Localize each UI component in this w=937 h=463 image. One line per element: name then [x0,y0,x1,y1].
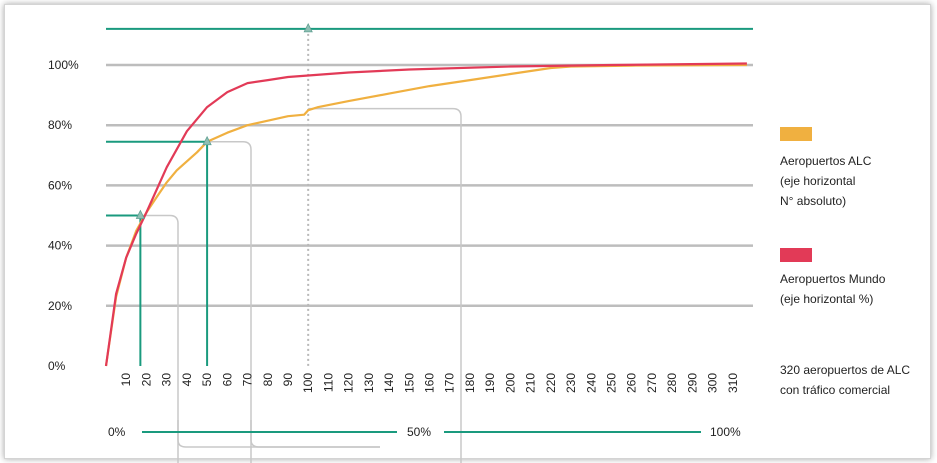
x-tick-label: 160 [423,373,437,393]
guide-connector-bottom-2 [250,420,380,448]
marker-3 [303,22,313,33]
x-tick-label: 180 [463,373,477,393]
legend-swatch-alc [780,127,812,141]
x-tick-label: 270 [645,373,659,393]
legend: Aeropuertos ALC (eje horizontal N° absol… [780,127,913,397]
x-tick-label: 140 [382,373,396,393]
x-tick-label: 60 [220,373,234,387]
x-tick-label: 170 [443,373,457,393]
x-tick-label: 210 [524,373,538,393]
x-tick-label: 80 [261,373,275,387]
x-tick-label: 30 [160,373,174,387]
x-tick-label: 50 [200,373,214,387]
series-line-alc [104,63,747,367]
markers [135,22,313,219]
x-tick-label: 70 [241,373,255,387]
percent-label-50: 50% [407,425,431,439]
x-tick-label: 220 [544,373,558,393]
y-tick-label: 20% [48,299,72,313]
y-tick-label: 80% [48,118,72,132]
y-tick-labels: 0% 20% 40% 60% 80% 100% [48,58,79,373]
x-tick-label: 150 [402,373,416,393]
legend-swatch-mundo [780,248,812,262]
x-tick-label: 250 [604,373,618,393]
y-tick-label: 40% [48,239,72,253]
x-tick-label: 130 [362,373,376,393]
x-tick-label: 240 [584,373,598,393]
x-tick-label: 300 [706,373,720,393]
x-tick-label: 110 [321,373,335,392]
y-tick-label: 0% [48,359,66,373]
x-tick-labels: 10 20 30 40 50 60 70 80 90 100 110 120 130 140 150 160 1… [119,373,740,393]
x-tick-label: 190 [483,373,497,393]
y-tick-label: 100% [48,58,79,72]
percent-label-0: 0% [108,425,126,439]
guide-connector-3 [308,107,462,463]
x-tick-label: 100 [301,373,315,393]
x-tick-label: 40 [180,373,194,387]
guide-connector-bottom-1 [177,420,380,448]
x-tick-label: 120 [342,373,356,393]
x-tick-label: 10 [119,373,133,387]
gridlines [106,63,753,308]
airport-count-note: 320 aeropuertos de ALC con tráfico comer… [780,363,913,397]
x-tick-label: 230 [564,373,578,393]
marker-2 [202,135,212,146]
x-tick-label: 90 [281,373,295,387]
x-tick-label: 260 [625,373,639,393]
x-tick-label: 290 [685,373,699,393]
marker-1 [135,209,146,219]
legend-label-mundo: Aeropuertos Mundo (eje horizontal %) [780,272,889,306]
percent-label-100: 100% [710,425,741,439]
series-line-mundo [104,62,747,367]
x-tick-label: 20 [139,373,153,387]
teal-reference-lines [106,27,753,366]
legend-label-alc: Aeropuertos ALC (eje horizontal N° absol… [780,154,875,208]
guide-connector-2 [207,141,252,463]
series-lines [104,62,747,367]
x-tick-label: 200 [503,373,517,393]
x-tick-label: 310 [726,373,740,393]
percent-axis: 0% 50% 100% [108,425,741,439]
x-tick-label: 280 [665,373,679,393]
y-tick-label: 60% [48,178,72,192]
guide-connectors [140,28,462,463]
guide-connector-1 [140,214,179,463]
